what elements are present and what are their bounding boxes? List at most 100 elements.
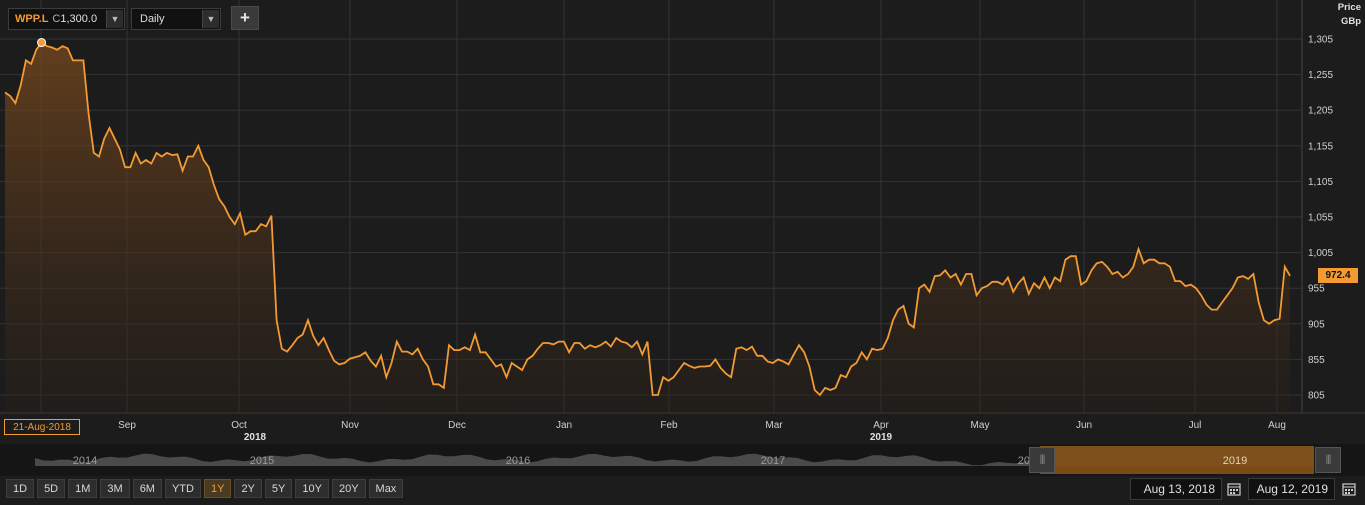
symbol-selector[interactable]: WPP.L C 1,300.0 ▼ bbox=[8, 8, 125, 30]
range-button-5d[interactable]: 5D bbox=[37, 479, 66, 498]
data-point bbox=[970, 273, 972, 275]
data-point bbox=[380, 355, 382, 357]
data-point bbox=[850, 365, 852, 367]
data-point bbox=[469, 349, 471, 351]
data-point bbox=[239, 212, 241, 214]
chevron-down-icon[interactable]: ▼ bbox=[202, 10, 219, 28]
data-point bbox=[119, 148, 121, 150]
data-point bbox=[537, 348, 539, 350]
highlighted-point-marker[interactable] bbox=[37, 38, 47, 48]
range-button-2y[interactable]: 2Y bbox=[234, 479, 262, 498]
data-point bbox=[218, 198, 220, 200]
x-year-label: 2018 bbox=[244, 432, 267, 443]
data-point bbox=[359, 355, 361, 357]
x-tick-label: Apr bbox=[873, 420, 889, 431]
data-point bbox=[61, 45, 63, 47]
data-point bbox=[819, 394, 821, 396]
data-point bbox=[30, 63, 32, 65]
range-button-max[interactable]: Max bbox=[368, 479, 404, 498]
navigator-right-handle[interactable]: ||| bbox=[1315, 447, 1341, 473]
data-point bbox=[343, 362, 345, 364]
navigator-selection-fill bbox=[1040, 466, 1314, 474]
data-point bbox=[1278, 318, 1280, 320]
range-button-1d[interactable]: 1D bbox=[6, 479, 35, 498]
data-point bbox=[1080, 283, 1082, 285]
range-button-1y[interactable]: 1Y bbox=[203, 479, 232, 498]
data-point bbox=[1028, 293, 1030, 295]
data-point bbox=[322, 337, 324, 339]
data-point bbox=[354, 356, 356, 358]
data-point bbox=[777, 358, 779, 360]
data-point bbox=[897, 308, 899, 310]
range-button-3m[interactable]: 3M bbox=[100, 479, 130, 498]
data-point bbox=[77, 59, 79, 61]
data-point bbox=[150, 162, 152, 164]
range-button-5y[interactable]: 5Y bbox=[264, 479, 293, 498]
navigator-svg: 2014 2015 2016 2017 2018 2019 bbox=[35, 446, 1314, 474]
data-point bbox=[620, 340, 622, 342]
date-from-input[interactable]: Aug 13, 2018 bbox=[1130, 478, 1222, 500]
data-point bbox=[484, 351, 486, 353]
data-point bbox=[996, 281, 998, 283]
data-point bbox=[490, 358, 492, 360]
data-point bbox=[813, 389, 815, 391]
data-point bbox=[35, 48, 37, 50]
data-point bbox=[25, 59, 27, 61]
add-series-button[interactable]: + bbox=[231, 6, 259, 30]
data-point bbox=[594, 346, 596, 348]
data-point bbox=[255, 230, 257, 232]
data-point bbox=[756, 355, 758, 357]
price-chart-svg[interactable]: 805 855 905 955 1,005 1,055 1,105 1,155 1,205 1,2… bbox=[0, 0, 1365, 445]
date-to-input[interactable]: Aug 12, 2019 bbox=[1248, 478, 1335, 500]
data-point bbox=[1106, 266, 1108, 268]
data-point bbox=[625, 342, 627, 344]
data-point bbox=[1049, 287, 1051, 289]
price-chart[interactable]: 805 855 905 955 1,005 1,055 1,105 1,155 1,205 1,2… bbox=[0, 0, 1365, 445]
data-point bbox=[1059, 280, 1061, 282]
data-point bbox=[1143, 262, 1145, 264]
data-point bbox=[1169, 266, 1171, 268]
x-tick-label: Feb bbox=[660, 420, 678, 431]
calendar-icon[interactable] bbox=[1339, 478, 1359, 500]
navigator-history-shape bbox=[35, 453, 1040, 466]
data-point bbox=[986, 285, 988, 287]
data-point bbox=[369, 360, 371, 362]
data-point bbox=[281, 348, 283, 350]
data-point bbox=[145, 159, 147, 161]
data-point bbox=[840, 374, 842, 376]
data-point bbox=[578, 342, 580, 344]
navigator-left-handle[interactable]: ||| bbox=[1029, 447, 1055, 473]
calendar-icon[interactable] bbox=[1224, 478, 1244, 500]
data-point bbox=[291, 344, 293, 346]
data-point bbox=[1273, 319, 1275, 321]
interval-selector[interactable]: Daily ▼ bbox=[131, 8, 221, 30]
data-point bbox=[1163, 262, 1165, 264]
data-point bbox=[907, 323, 909, 325]
data-point bbox=[437, 383, 439, 385]
y-tick-label: 955 bbox=[1308, 284, 1325, 295]
data-point bbox=[960, 283, 962, 285]
data-point bbox=[772, 362, 774, 364]
range-button-1m[interactable]: 1M bbox=[68, 479, 98, 498]
data-point bbox=[72, 59, 74, 61]
y-tick-label: 905 bbox=[1308, 319, 1325, 330]
range-button-6m[interactable]: 6M bbox=[132, 479, 162, 498]
y-tick-label: 1,055 bbox=[1308, 213, 1333, 224]
y-tick-label: 1,205 bbox=[1308, 106, 1333, 117]
y-tick-label: 855 bbox=[1308, 355, 1325, 366]
data-point bbox=[704, 365, 706, 367]
chevron-down-icon[interactable]: ▼ bbox=[106, 10, 123, 28]
data-point bbox=[829, 389, 831, 391]
range-navigator[interactable]: 2014 2015 2016 2017 2018 2019 bbox=[0, 444, 1365, 476]
range-button-20y[interactable]: 20Y bbox=[331, 479, 366, 498]
data-point bbox=[516, 365, 518, 367]
data-point bbox=[129, 166, 131, 168]
data-point bbox=[453, 349, 455, 351]
data-point bbox=[1237, 276, 1239, 278]
data-point bbox=[1043, 276, 1045, 278]
data-point bbox=[1101, 261, 1103, 263]
data-point bbox=[1069, 255, 1071, 257]
range-button-10y[interactable]: 10Y bbox=[295, 479, 329, 498]
data-point bbox=[636, 340, 638, 342]
range-button-ytd[interactable]: YTD bbox=[164, 479, 201, 498]
